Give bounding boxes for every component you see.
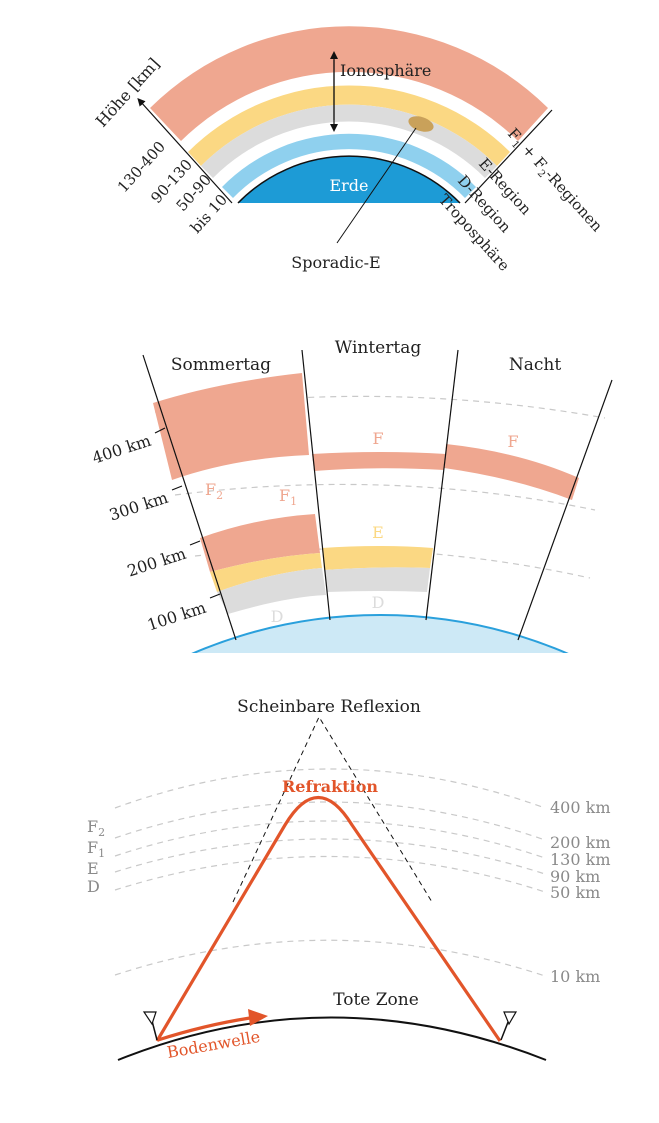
summer-d-label: D	[271, 607, 284, 626]
ionosphere-label: Ionosphäre	[340, 61, 431, 80]
earth-cap	[238, 156, 460, 203]
height-50km: 50 km	[550, 883, 600, 902]
propagation-panel: Scheinbare Reflexion Refraktion Tote Zon…	[87, 697, 611, 1062]
earth-surface-curve	[117, 1016, 547, 1061]
tick-200	[189, 540, 201, 546]
tick-400	[154, 427, 166, 434]
height-10km: 10 km	[550, 967, 600, 986]
height-label-300: 300 km	[107, 488, 170, 525]
apparent-reflection-path	[232, 715, 433, 903]
reference-arc-300	[174, 483, 596, 511]
summer-f1-layer	[200, 514, 320, 572]
left-f1-label: F1	[87, 838, 105, 860]
column-divider-mid-left	[301, 349, 331, 621]
height-label-100: 100 km	[145, 598, 208, 635]
column-title-night: Nacht	[509, 355, 561, 375]
height-90km: 90 km	[550, 867, 600, 886]
sporadic-e-label: Sporadic-E	[291, 253, 380, 272]
refraction-ray	[155, 796, 502, 1042]
left-e-label: E	[87, 859, 99, 878]
summer-f1-label: F1	[279, 486, 297, 508]
sporadic-e-pointer	[336, 127, 417, 244]
sporadic-e-cloud	[408, 116, 434, 132]
arc-400	[114, 768, 546, 809]
f-region-band	[150, 26, 548, 141]
summer-f2-label: F2	[205, 480, 223, 502]
arc-90	[114, 838, 546, 875]
receiver-antenna-icon	[500, 1011, 518, 1041]
left-d-label: D	[87, 877, 100, 896]
height-axis-label: Höhe [km]	[92, 54, 164, 130]
reference-arc-400	[154, 395, 606, 419]
height-label-200: 200 km	[125, 544, 188, 581]
column-divider-left	[142, 354, 237, 641]
column-title-summer: Sommertag	[171, 355, 271, 375]
column-divider-right	[517, 379, 613, 641]
refraction-label: Refraktion	[282, 777, 378, 796]
height-axis-arrow	[137, 98, 233, 204]
column-divider-mid-right	[425, 349, 459, 621]
layers-overview-panel: Ionosphäre Erde Sporadic-E Höhe [km] 130…	[92, 26, 607, 275]
winter-d-layer	[324, 567, 430, 592]
e-region-band	[188, 85, 510, 166]
dead-zone-label: Tote Zone	[333, 990, 419, 1010]
tick-100	[209, 593, 221, 599]
left-f2-label: F2	[87, 817, 105, 839]
column-title-winter: Wintertag	[335, 338, 422, 358]
day-night-comparison-panel: Sommertag Wintertag Nacht 400 km 300 km …	[90, 338, 613, 653]
summer-e-layer	[210, 553, 322, 592]
transmitter-antenna-icon	[142, 1011, 158, 1041]
f-regions-label: F1 + F2-Regionen	[502, 125, 607, 238]
troposphere-band	[222, 133, 476, 198]
winter-d-label: D	[372, 593, 385, 612]
night-f-label: F	[507, 432, 518, 451]
ground-wave-arrowhead	[248, 1009, 268, 1026]
winter-e-layer	[322, 546, 433, 570]
svg-text:F1 + F2-Regionen: F1 + F2-Regionen	[502, 125, 607, 238]
height-label-400: 400 km	[90, 431, 153, 468]
arc-50	[114, 855, 546, 893]
arc-130	[114, 820, 546, 859]
summer-d-layer	[217, 568, 326, 614]
winter-f-layer	[312, 452, 446, 471]
night-f-layer	[444, 444, 579, 500]
winter-f-label: F	[372, 429, 383, 448]
winter-e-label: E	[372, 523, 384, 542]
arc-200	[114, 801, 546, 841]
tick-300	[171, 485, 183, 491]
ground-wave-arrow	[157, 1016, 251, 1042]
earth-surface	[191, 614, 569, 653]
region-axis-line	[464, 109, 553, 204]
height-130km: 130 km	[550, 850, 611, 869]
height-200km: 200 km	[550, 833, 611, 852]
apparent-reflection-label: Scheinbare Reflexion	[237, 697, 421, 717]
arc-10	[114, 939, 546, 977]
earth-outline	[237, 155, 461, 204]
height-400km: 400 km	[550, 798, 611, 817]
earth-label: Erde	[329, 176, 368, 195]
summer-f2-layer	[153, 373, 309, 480]
